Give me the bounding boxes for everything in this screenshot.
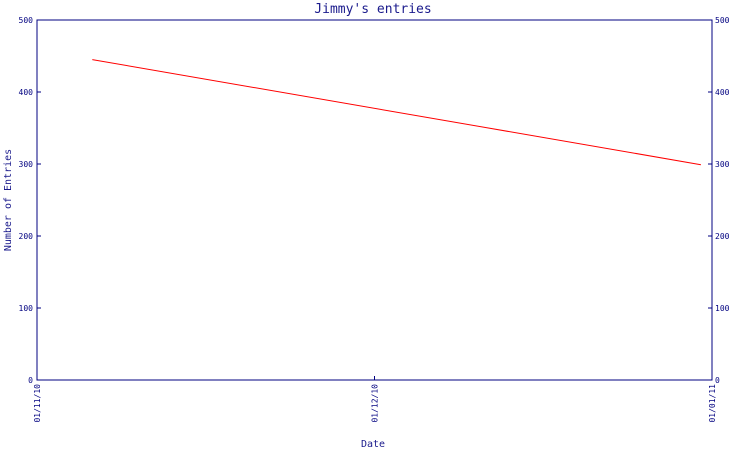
y-axis-right: 0 100 200 300 400 500 — [708, 16, 730, 385]
y-tick-label-right: 100 — [715, 304, 730, 313]
y-tick-label: 300 — [19, 160, 34, 169]
y-tick-label-right: 400 — [715, 88, 730, 97]
y-tick-label-right: 300 — [715, 160, 730, 169]
y-tick-label-right: 500 — [715, 16, 730, 25]
y-tick-label: 200 — [19, 232, 34, 241]
plot-frame — [36, 19, 713, 381]
x-tick-label: 01/12/10 — [371, 384, 380, 423]
series-layer — [92, 59, 701, 166]
x-tick-label: 01/11/10 — [33, 384, 42, 423]
y-axis-left: 0 100 200 300 400 500 — [19, 16, 41, 385]
series-line — [92, 59, 701, 166]
y-tick-label-right: 0 — [715, 376, 720, 385]
y-tick-label: 100 — [19, 304, 34, 313]
x-axis: 01/11/10 01/12/10 01/01/11 — [33, 376, 717, 423]
y-tick-label: 500 — [19, 16, 34, 25]
y-tick-label: 0 — [28, 376, 33, 385]
y-axis-label: Number of Entries — [3, 149, 14, 251]
x-axis-label: Date — [361, 439, 385, 450]
chart-title: Jimmy's entries — [314, 2, 431, 17]
x-tick-label: 01/01/11 — [708, 384, 717, 423]
y-tick-label-right: 200 — [715, 232, 730, 241]
y-tick-label: 400 — [19, 88, 34, 97]
